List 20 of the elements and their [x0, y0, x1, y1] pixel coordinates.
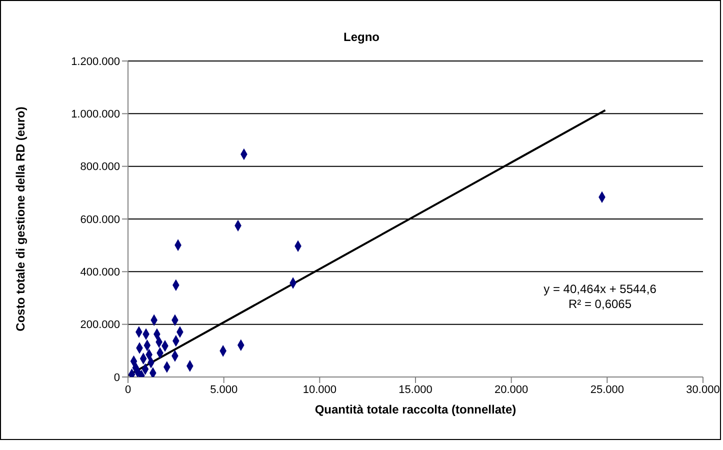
y-axis-title: Costo totale di gestione della RD (euro) [13, 106, 28, 332]
x-tick-label: 5.000 [210, 384, 238, 396]
y-tick-label: 200.000 [80, 319, 120, 332]
y-tick-label: 400.000 [80, 266, 120, 279]
x-tick-label: 10.000 [302, 384, 336, 396]
annotation: y = 40,464x + 5544,6 [542, 282, 658, 297]
x-axis-title: Quantità totale raccolta (tonnellate) [314, 402, 516, 417]
x-tick-label: 15.000 [398, 384, 432, 396]
x-tick-label: 30.000 [686, 384, 720, 396]
chart-title: Legno [342, 30, 380, 44]
x-tick-label: 20.000 [494, 384, 528, 396]
y-tick-label: 800.000 [80, 161, 120, 174]
y-tick-label: 1.000.000 [71, 108, 120, 121]
x-tick-label: 25.000 [590, 384, 624, 396]
y-tick-label: 0 [114, 372, 120, 384]
x-tick-label: 0 [124, 384, 132, 396]
annotation: R² = 0,6065 [567, 297, 633, 312]
y-tick-label: 1.200.000 [71, 56, 120, 68]
y-tick-label: 600.000 [80, 214, 120, 226]
point [150, 367, 156, 377]
